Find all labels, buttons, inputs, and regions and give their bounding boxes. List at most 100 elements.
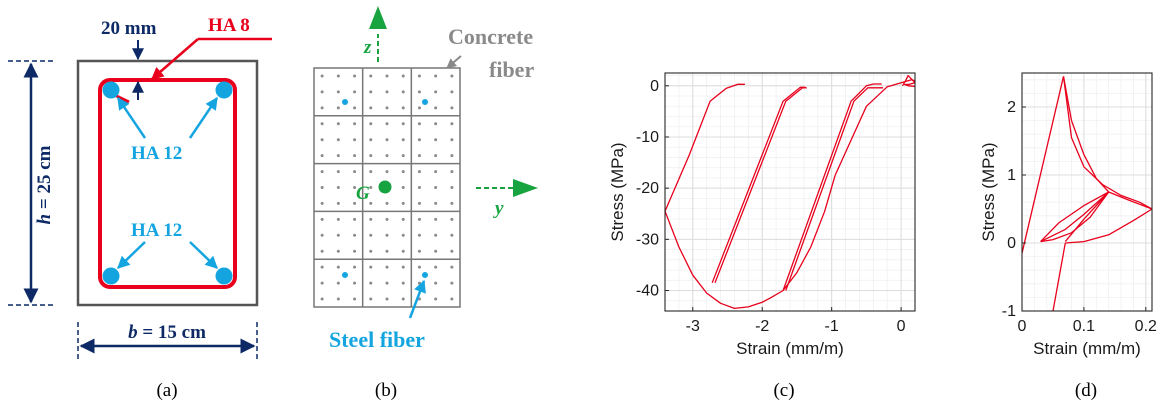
concrete-fiber-point (336, 106, 340, 110)
concrete-fiber-point (434, 233, 438, 237)
series-2-line (1062, 76, 1153, 210)
concrete-fiber-point (417, 74, 421, 78)
concrete-fiber-point (450, 90, 454, 94)
concrete-fiber-point (320, 233, 324, 237)
concrete-fiber-point (369, 138, 373, 142)
concrete-fiber-point (417, 122, 421, 126)
y-tick-label: -10 (636, 129, 659, 146)
concrete-fiber-point (369, 233, 373, 237)
concrete-fiber-point (320, 249, 324, 253)
concrete-fiber-point (385, 154, 389, 158)
steel-fiber-arrow (408, 279, 426, 319)
concrete-fiber-point (336, 249, 340, 253)
concrete-fiber-point (450, 138, 454, 142)
concrete-fiber-point (434, 90, 438, 94)
concrete-fiber-point (434, 249, 438, 253)
concrete-fiber-point (369, 265, 373, 269)
bottom-rebar-arrow-left (117, 241, 146, 269)
z-axis-arrowhead (369, 6, 387, 29)
x-tick-label: -1 (825, 318, 839, 335)
concrete-fiber-point (450, 297, 454, 301)
concrete-fiber-point (336, 201, 340, 205)
concrete-fiber-point (320, 186, 324, 189)
concrete-fiber-point (417, 154, 421, 158)
concrete-fiber-point (353, 154, 357, 158)
stirrup-leader (151, 38, 199, 80)
concrete-fiber-point (417, 138, 421, 142)
concrete-fiber-point (369, 90, 373, 94)
concrete-fiber-point (450, 122, 454, 126)
concrete-fiber-points (320, 74, 454, 301)
y-tick-label: -1 (1002, 303, 1016, 320)
y-tick-label: -20 (636, 180, 659, 197)
concrete-fiber-point (434, 265, 438, 269)
concrete-fiber-point (320, 138, 324, 142)
x-axis-label: Strain (mm/m) (736, 339, 844, 358)
concrete-fiber-point (401, 138, 405, 142)
concrete-fiber-point (401, 154, 405, 158)
concrete-fiber-label: Concrete fiber (448, 24, 539, 82)
series-5-line (782, 83, 882, 291)
concrete-fiber-point (336, 281, 340, 285)
concrete-fiber-point (434, 74, 438, 78)
concrete-fiber-point (336, 170, 340, 174)
x-tick-label: 0.2 (1135, 318, 1157, 335)
series-9-line (1064, 191, 1153, 243)
concrete-fiber-point (385, 122, 389, 126)
width-var: b (128, 322, 138, 343)
concrete-fiber-point (320, 122, 324, 126)
concrete-fiber-point (417, 217, 421, 221)
concrete-fiber-point (369, 201, 373, 205)
concrete-fiber-point (320, 297, 324, 301)
concrete-fiber-point (353, 249, 357, 253)
concrete-fiber-point (369, 154, 373, 158)
width-value: = 15 cm (138, 322, 207, 343)
y-tick-label: -30 (636, 231, 659, 248)
series-8-line (901, 74, 916, 87)
x-tick-label: -3 (686, 318, 700, 335)
rebar-top-right (215, 81, 233, 99)
series-1-line (1021, 76, 1065, 254)
steel-fiber-top-left (342, 99, 348, 105)
concrete-fiber-point (450, 201, 454, 205)
series-7-line (834, 79, 916, 176)
top-rebar-label: HA 12 (131, 143, 182, 164)
x-tick-label: -2 (755, 318, 769, 335)
concrete-fiber-line2: fiber (489, 57, 534, 82)
concrete-fiber-point (336, 74, 340, 78)
rebar-bottom-left (102, 267, 120, 285)
concrete-fiber-point (320, 201, 324, 205)
concrete-fiber-point (320, 106, 324, 110)
concrete-fiber-point (336, 186, 340, 189)
concrete-fiber-point (401, 281, 405, 285)
concrete-fiber-point (401, 90, 405, 94)
series-4-line (1040, 191, 1110, 243)
concrete-fiber-point (401, 74, 405, 78)
concrete-fiber-point (369, 281, 373, 285)
concrete-fiber-point (401, 249, 405, 253)
concrete-fiber-point (320, 281, 324, 285)
concrete-fiber-point (353, 170, 357, 174)
concrete-fiber-point (385, 106, 389, 110)
series-5-line (1040, 191, 1110, 243)
x-tick-label: 0 (897, 318, 906, 335)
x-tick-label: 0 (1018, 318, 1027, 335)
concrete-fiber-point (434, 154, 438, 158)
series-6-line (785, 87, 884, 291)
concrete-fiber-point (353, 265, 357, 269)
concrete-fiber-point (450, 186, 454, 189)
series-8-line (1065, 208, 1153, 244)
fiber-mesh-outline (313, 67, 461, 308)
concrete-fiber-point (369, 186, 373, 189)
series-1-line (664, 175, 836, 310)
concrete-fiber-point (401, 186, 405, 189)
concrete-fiber-point (320, 90, 324, 94)
y-axis-label: y (493, 198, 504, 219)
concrete-fiber-point (336, 154, 340, 158)
steel-fiber-label: Steel fiber (329, 327, 425, 352)
y-axis-label: Stress (MPa) (608, 142, 627, 241)
concrete-fiber-point (417, 249, 421, 253)
concrete-fiber-point (450, 249, 454, 253)
concrete-fiber-point (401, 170, 405, 174)
concrete-fiber-point (369, 297, 373, 301)
